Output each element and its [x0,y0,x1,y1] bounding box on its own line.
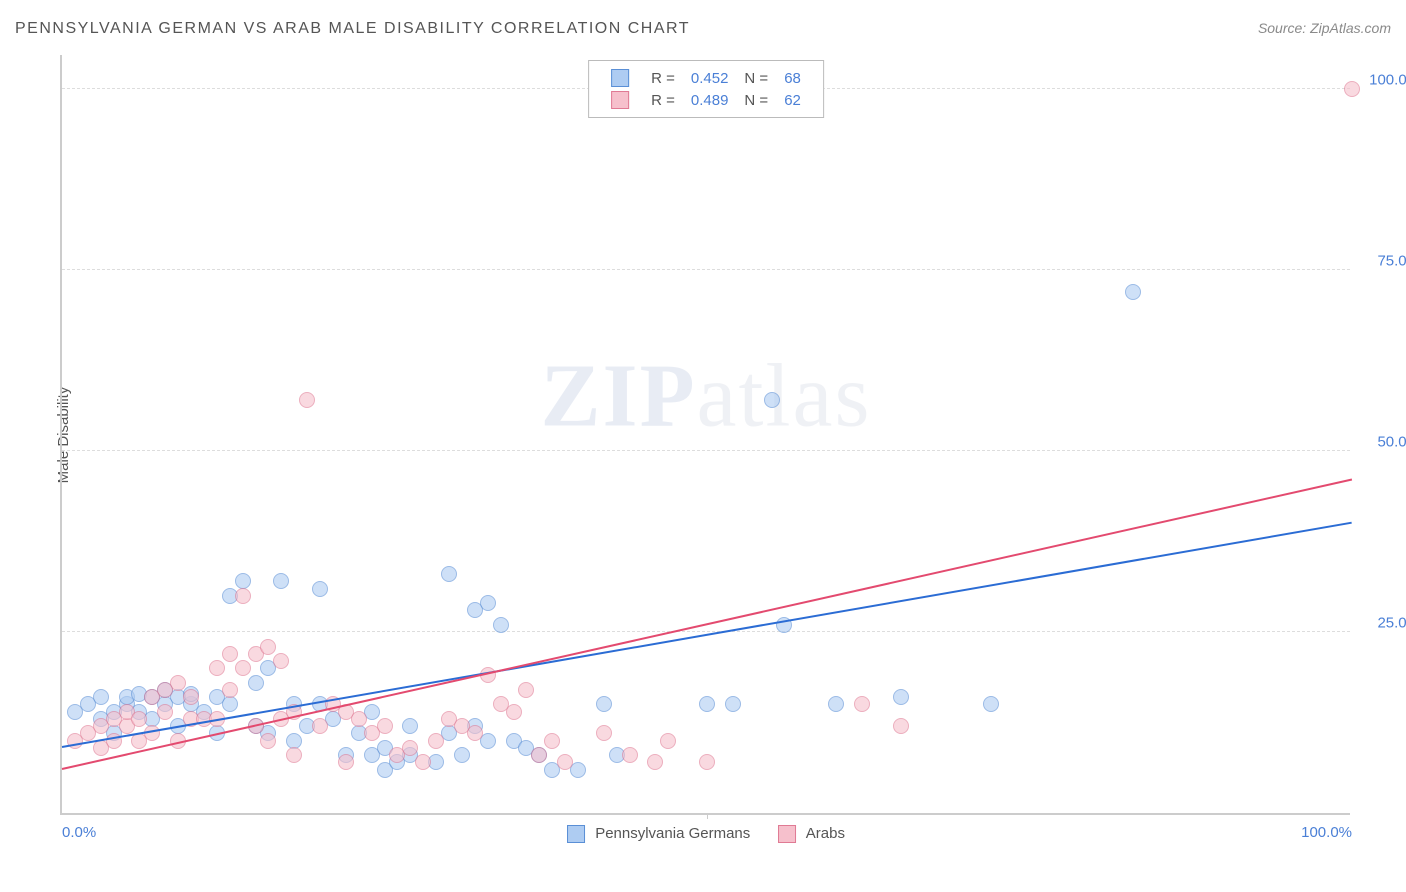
scatter-point-series1 [493,617,509,633]
correlation-legend: R = 0.452 N = 68 R = 0.489 N = 62 [588,60,824,118]
scatter-point-series1 [454,747,470,763]
scatter-point-series2 [660,733,676,749]
scatter-point-series2 [402,740,418,756]
scatter-point-series2 [338,754,354,770]
gridline [62,631,1350,632]
watermark: ZIPatlas [541,345,872,448]
scatter-point-series1 [273,573,289,589]
y-tick-label: 75.0% [1360,253,1406,270]
scatter-point-series2 [260,733,276,749]
chart-title: PENNSYLVANIA GERMAN VS ARAB MALE DISABIL… [15,20,690,37]
y-tick-label: 50.0% [1360,434,1406,451]
scatter-point-series1 [402,718,418,734]
n-label: N = [736,67,776,89]
watermark-zip: ZIP [541,347,697,446]
scatter-point-series2 [260,639,276,655]
n-label: N = [736,89,776,111]
gridline [62,269,1350,270]
scatter-point-series1 [441,566,457,582]
scatter-point-series2 [235,588,251,604]
swatch-cell [603,67,643,89]
scatter-point-series2 [544,733,560,749]
scatter-point-series1 [222,696,238,712]
y-tick-label: 100.0% [1360,72,1406,89]
scatter-point-series2 [506,704,522,720]
scatter-point-series1 [248,675,264,691]
scatter-point-series2 [157,704,173,720]
scatter-point-series1 [893,689,909,705]
n-value-series2: 62 [776,89,809,111]
scatter-point-series2 [647,754,663,770]
series2-swatch-icon [611,91,629,109]
scatter-point-series2 [377,718,393,734]
scatter-point-series2 [428,733,444,749]
scatter-point-series2 [351,711,367,727]
header-bar: PENNSYLVANIA GERMAN VS ARAB MALE DISABIL… [15,20,1391,50]
trend-line-series1 [62,521,1352,747]
legend-item-series1: Pennsylvania Germans [567,825,754,842]
correlation-row-series2: R = 0.489 N = 62 [603,89,809,111]
series1-legend-label: Pennsylvania Germans [595,825,750,842]
scatter-point-series2 [1344,81,1360,97]
trend-line-series2 [62,478,1352,769]
scatter-point-series2 [531,747,547,763]
r-label: R = [643,89,683,111]
scatter-point-series2 [518,682,534,698]
scatter-point-series2 [893,718,909,734]
scatter-point-series2 [209,660,225,676]
scatter-point-series1 [596,696,612,712]
plot-area: ZIPatlas 25.0%50.0%75.0%100.0%0.0%100.0%… [60,55,1350,815]
scatter-point-series2 [235,660,251,676]
scatter-point-series2 [273,653,289,669]
source-label: Source: ZipAtlas.com [1258,20,1391,36]
r-value-series1: 0.452 [683,67,737,89]
scatter-point-series2 [622,747,638,763]
series1-legend-swatch-icon [567,825,585,843]
scatter-point-series1 [699,696,715,712]
scatter-point-series2 [415,754,431,770]
scatter-point-series1 [93,689,109,705]
r-label: R = [643,67,683,89]
series-legend: Pennsylvania Germans Arabs [555,825,857,843]
scatter-point-series2 [222,682,238,698]
scatter-point-series2 [286,747,302,763]
scatter-point-series1 [1125,284,1141,300]
scatter-point-series2 [144,725,160,741]
scatter-point-series1 [725,696,741,712]
scatter-point-series2 [183,689,199,705]
scatter-point-series2 [699,754,715,770]
scatter-point-series2 [131,711,147,727]
series2-legend-label: Arabs [806,825,845,842]
scatter-point-series1 [828,696,844,712]
scatter-point-series1 [764,392,780,408]
series2-legend-swatch-icon [778,825,796,843]
watermark-atlas: atlas [697,347,872,446]
x-tick-mark [707,813,708,819]
r-value-series2: 0.489 [683,89,737,111]
scatter-point-series2 [467,725,483,741]
plot-container: Male Disability ZIPatlas 25.0%50.0%75.0%… [60,55,1350,815]
gridline [62,450,1350,451]
correlation-table: R = 0.452 N = 68 R = 0.489 N = 62 [603,67,809,111]
scatter-point-series2 [222,646,238,662]
scatter-point-series2 [312,718,328,734]
scatter-point-series1 [480,595,496,611]
x-tick-label: 100.0% [1301,824,1352,841]
scatter-point-series2 [299,392,315,408]
scatter-point-series2 [596,725,612,741]
legend-item-series2: Arabs [778,825,845,842]
n-value-series1: 68 [776,67,809,89]
scatter-point-series1 [983,696,999,712]
swatch-cell [603,89,643,111]
scatter-point-series2 [854,696,870,712]
scatter-point-series1 [312,581,328,597]
correlation-row-series1: R = 0.452 N = 68 [603,67,809,89]
x-tick-label: 0.0% [62,824,96,841]
scatter-point-series2 [557,754,573,770]
scatter-point-series2 [170,675,186,691]
y-tick-label: 25.0% [1360,615,1406,632]
series1-swatch-icon [611,69,629,87]
